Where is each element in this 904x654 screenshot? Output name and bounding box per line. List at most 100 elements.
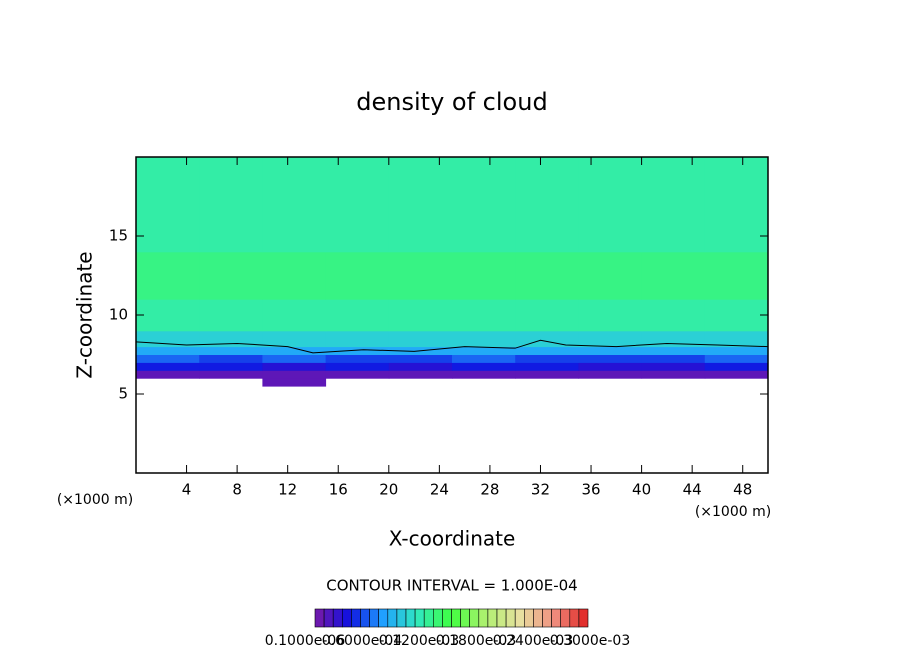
shade-cell	[704, 354, 769, 363]
colorbar-cell	[514, 608, 525, 628]
colorbar-cell	[533, 608, 543, 628]
colorbar-cell	[341, 608, 352, 628]
shade-cell	[578, 346, 643, 355]
shade-cell	[704, 157, 769, 253]
shade-cell	[515, 346, 579, 355]
colorbar-label: 0.1800e-03	[436, 633, 516, 649]
colorbar-cell	[578, 608, 589, 628]
shade-cell	[452, 299, 516, 332]
shade-cell	[136, 299, 200, 332]
colorbar-cell	[496, 608, 507, 628]
shade-cell	[388, 157, 453, 253]
colorbar-cell	[396, 608, 407, 628]
shade-cell	[578, 299, 643, 332]
x-tick-label: 12	[278, 481, 297, 499]
shade-cell	[452, 370, 516, 379]
colorbar-cell	[405, 608, 416, 628]
shade-cell	[388, 370, 453, 379]
colorbar-cell	[423, 608, 434, 628]
shade-cell	[641, 370, 706, 379]
colorbar-cell	[378, 608, 389, 628]
y-tick-label: 10	[109, 306, 128, 324]
shade-cell	[578, 330, 643, 348]
shade-cell	[641, 362, 706, 371]
colorbar-cell	[487, 608, 498, 628]
x-tick-label: 32	[531, 481, 550, 499]
colorbar-label: 0.1200e-03	[379, 633, 459, 649]
shade-cell	[515, 370, 579, 379]
shade-cell	[262, 378, 327, 387]
shade-cell	[136, 346, 200, 355]
x-tick-label: 40	[632, 481, 651, 499]
x-tick-label: 16	[329, 481, 348, 499]
shade-cell	[262, 157, 327, 253]
shade-cell	[704, 299, 769, 332]
shade-cell	[704, 251, 769, 300]
colorbar-cell	[314, 608, 325, 628]
shade-cell	[199, 330, 263, 348]
shade-cell	[515, 354, 579, 363]
shade-cell	[262, 354, 327, 363]
shade-cell	[199, 157, 263, 253]
x-unit: (×1000 m)	[695, 504, 771, 520]
shade-cell	[136, 157, 200, 253]
shade-cell	[452, 354, 516, 363]
shade-cell	[136, 354, 200, 363]
colorbar-label: 0.1000e-06	[265, 633, 346, 649]
shade-cell	[452, 157, 516, 253]
shade-cell	[641, 251, 706, 300]
shade-cell	[199, 346, 263, 355]
y-tick-label: 15	[109, 227, 128, 245]
shade-cell	[515, 251, 579, 300]
colorbar-cell	[451, 608, 461, 628]
shade-cell	[199, 299, 263, 332]
annotation: CONTOUR INTERVAL = 1.000E-04	[326, 577, 577, 595]
shade-cell	[704, 330, 769, 348]
x-tick-label: 4	[182, 481, 192, 499]
shade-cell	[325, 157, 390, 253]
x-tick-label: 48	[733, 481, 752, 499]
shade-cell	[578, 370, 643, 379]
shade-cell	[388, 251, 453, 300]
shade-cell	[325, 251, 390, 300]
shade-cell	[452, 251, 516, 300]
shade-cell	[199, 251, 263, 300]
x-tick-label: 36	[581, 481, 600, 499]
shade-cell	[136, 370, 200, 379]
shade-cell	[641, 299, 706, 332]
colorbar-label: 0.6000e-04	[322, 633, 403, 649]
shade-cell	[325, 299, 390, 332]
colorbar-cell	[369, 608, 380, 628]
colorbar-cell	[360, 608, 370, 628]
colorbar-cell	[460, 608, 471, 628]
colorbar-cell	[542, 608, 552, 628]
y-axis-label: Z-coordinate	[73, 251, 97, 378]
shade-cell	[388, 354, 453, 363]
shade-cell	[136, 251, 200, 300]
shade-cell	[641, 346, 706, 355]
shade-cell	[262, 330, 327, 348]
shade-cell	[262, 362, 327, 371]
shade-cell	[199, 362, 263, 371]
shade-cell	[515, 362, 579, 371]
colorbar-cell	[387, 608, 398, 628]
contour-line	[135, 339, 769, 354]
shade-cell	[388, 362, 453, 371]
x-unit: (×1000 m)	[57, 492, 133, 508]
colorbar-cell	[478, 608, 489, 628]
shade-cell	[262, 251, 327, 300]
shade-cell	[388, 330, 453, 348]
shade-cell	[704, 362, 769, 371]
colorbar-cell	[432, 608, 443, 628]
shade-cell	[704, 370, 769, 379]
colorbar-cell	[560, 608, 571, 628]
shade-cell	[452, 330, 516, 348]
x-axis-label: X-coordinate	[389, 527, 516, 551]
colorbar-cell	[505, 608, 516, 628]
shade-cell	[325, 330, 390, 348]
x-tick-label: 20	[379, 481, 398, 499]
shade-cell	[262, 299, 327, 332]
colorbar-cell	[551, 608, 561, 628]
shade-cell	[515, 157, 579, 253]
